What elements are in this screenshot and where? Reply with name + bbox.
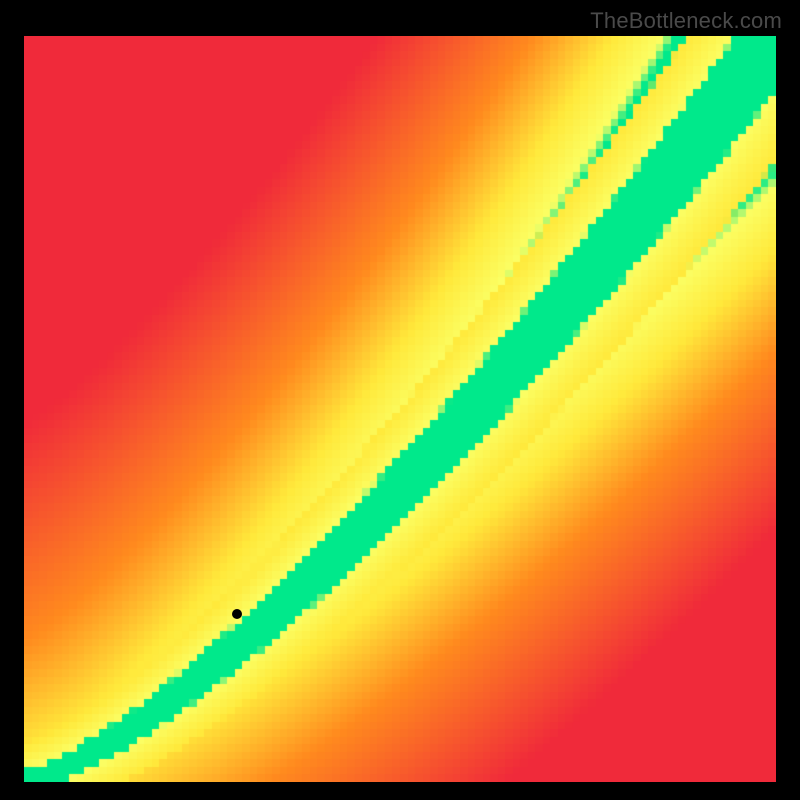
crosshair-marker-dot (232, 609, 242, 619)
watermark-text: TheBottleneck.com (590, 8, 782, 34)
heatmap-plot-area (24, 36, 776, 782)
heatmap-canvas (24, 36, 776, 782)
